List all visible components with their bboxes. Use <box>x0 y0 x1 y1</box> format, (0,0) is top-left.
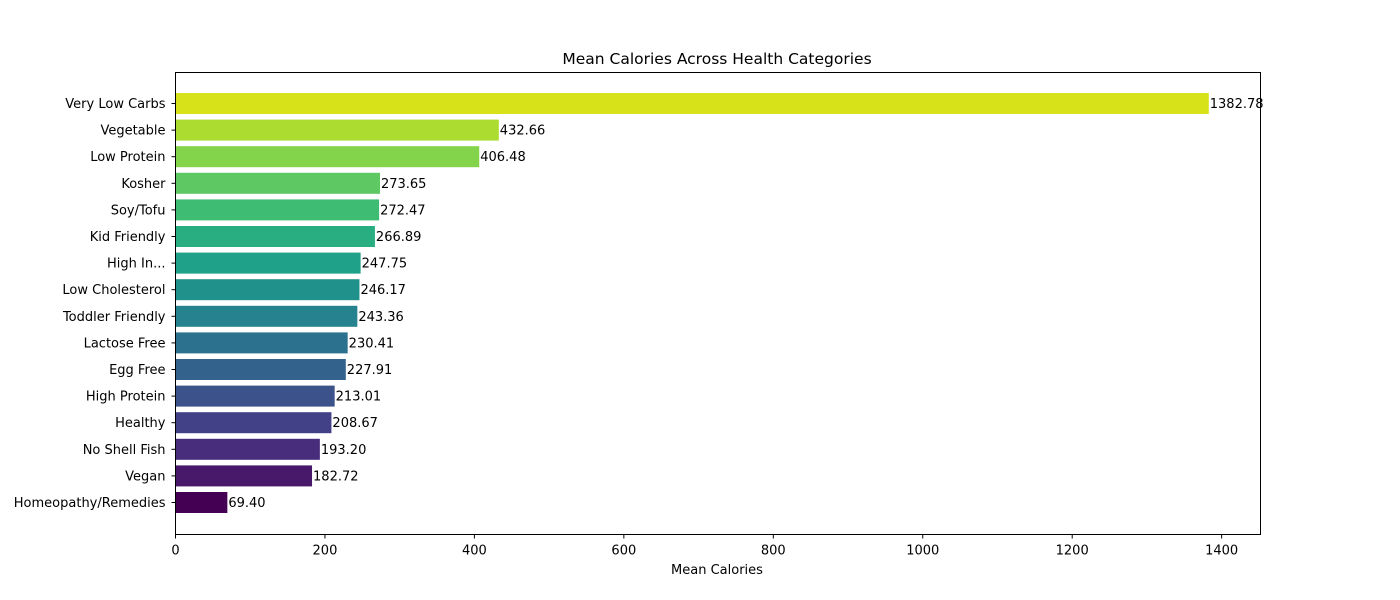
bar-value-label: 243.36 <box>358 310 404 325</box>
bar <box>175 465 313 487</box>
y-tick-label: Low Cholesterol <box>62 283 165 298</box>
bar-value-label: 69.40 <box>228 496 265 511</box>
y-tick-label: Low Protein <box>90 150 165 165</box>
bar <box>175 438 320 460</box>
y-tick-label: Kid Friendly <box>90 230 166 245</box>
bar <box>175 359 346 380</box>
x-tick-label: 600 <box>611 544 636 559</box>
bar-value-label: 266.89 <box>376 230 422 245</box>
x-tick-label: 1400 <box>1205 544 1238 559</box>
plot-frame <box>175 72 1261 535</box>
bar-value-label: 272.47 <box>380 203 426 218</box>
x-tick-label: 800 <box>761 544 786 559</box>
bar <box>175 199 380 221</box>
y-tick-label: Homeopathy/Remedies <box>14 496 166 511</box>
bar-value-label: 227.91 <box>347 363 393 378</box>
x-tick-label: 0 <box>171 544 179 559</box>
y-tick-label: Very Low Carbs <box>65 97 165 112</box>
bar <box>175 332 348 354</box>
y-tick-label: Soy/Tofu <box>111 203 166 218</box>
bar <box>175 492 228 513</box>
bars-layer <box>175 93 1209 513</box>
y-tick-label: Egg Free <box>109 363 165 378</box>
x-tick-label: 200 <box>313 544 338 559</box>
x-axis-label: Mean Calories <box>671 563 763 578</box>
bar-value-label: 230.41 <box>349 336 395 351</box>
x-tick-label: 400 <box>462 544 487 559</box>
y-tick-label: Toddler Friendly <box>62 310 166 325</box>
bar <box>175 385 335 407</box>
bar <box>175 412 332 434</box>
bar-value-label: 247.75 <box>362 257 408 272</box>
bar <box>175 119 499 141</box>
y-tick-label: Healthy <box>115 416 166 431</box>
y-tick-label: Vegan <box>125 469 165 484</box>
bar <box>175 226 375 247</box>
bar-value-label: 246.17 <box>360 283 406 298</box>
bar <box>175 93 1209 114</box>
y-tick-label: Lactose Free <box>84 336 166 351</box>
bar-value-label: 1382.78 <box>1210 97 1264 112</box>
y-axis-ticks: Very Low Carbs Vegetable Low Protein Kosher… <box>14 97 176 511</box>
y-tick-label: Kosher <box>121 177 166 192</box>
y-tick-label: Vegetable <box>100 124 165 139</box>
bar <box>175 172 380 194</box>
bar-value-label: 432.66 <box>500 124 546 139</box>
x-axis-ticks: 0 200 400 600 800 1000 1200 1400 <box>171 534 1238 559</box>
bar <box>175 305 358 327</box>
y-tick-label: High In... <box>107 257 165 272</box>
bar-value-label: 406.48 <box>480 150 526 165</box>
value-labels-layer: 1382.78 432.66 406.48 273.65 272.47 266.89 247… <box>228 97 1263 511</box>
y-tick-label: High Protein <box>86 390 166 405</box>
bar-value-label: 182.72 <box>313 469 359 484</box>
bar <box>175 146 480 168</box>
chart-title: Mean Calories Across Health Categories <box>562 50 871 68</box>
bar-value-label: 193.20 <box>321 443 367 458</box>
y-tick-label: No Shell Fish <box>83 443 166 458</box>
bar-value-label: 213.01 <box>336 390 382 405</box>
bar-value-label: 208.67 <box>332 416 378 431</box>
x-tick-label: 1200 <box>1056 544 1089 559</box>
bar <box>175 252 361 274</box>
bar <box>175 279 360 301</box>
bar-value-label: 273.65 <box>381 177 427 192</box>
x-tick-label: 1000 <box>906 544 939 559</box>
